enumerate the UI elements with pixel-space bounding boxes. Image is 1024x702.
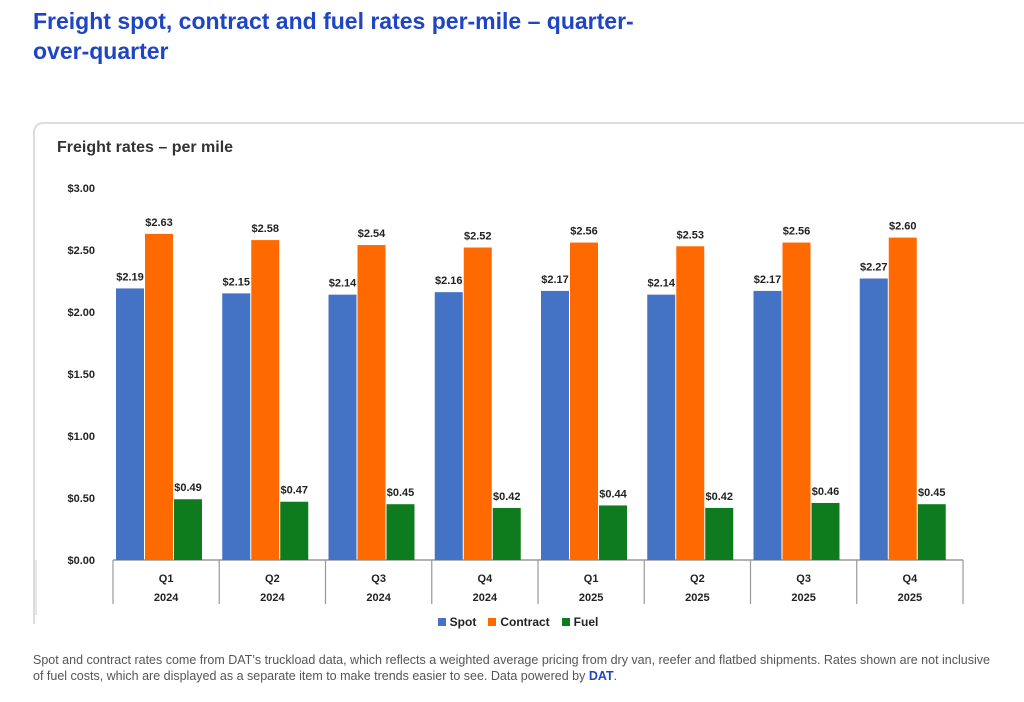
bar-fuel (386, 504, 415, 560)
data-label: $2.60 (889, 221, 917, 233)
bar-contract (463, 247, 492, 560)
data-label: $2.53 (676, 229, 704, 241)
bar-contract (676, 246, 705, 560)
dat-link[interactable]: DAT (588, 669, 614, 683)
x-tick-year: 2024 (260, 592, 285, 604)
y-tick-label: $0.50 (67, 493, 95, 505)
data-label: $2.52 (464, 231, 492, 243)
legend-label: Spot (449, 615, 477, 629)
data-label: $2.17 (541, 274, 569, 286)
y-tick-label: $2.50 (67, 245, 95, 257)
legend-item-spot: Spot (437, 615, 477, 629)
bar-spot (328, 294, 357, 560)
data-label: $2.16 (435, 275, 463, 287)
legend-swatch (488, 618, 497, 626)
data-label: $0.47 (280, 485, 308, 497)
bar-spot (222, 293, 251, 560)
bar-fuel (492, 507, 521, 560)
bar-fuel (705, 507, 734, 560)
x-tick-quarter: Q3 (796, 573, 811, 585)
y-tick-label: $3.00 (67, 183, 95, 195)
y-tick-label: $2.00 (67, 307, 95, 319)
y-tick-label: $0.00 (67, 555, 95, 567)
bar-fuel (280, 501, 309, 560)
x-tick-year: 2025 (685, 592, 709, 604)
data-label: $0.42 (493, 491, 521, 503)
data-label: $2.19 (116, 271, 144, 283)
x-tick-quarter: Q1 (159, 573, 174, 585)
legend-item-fuel: Fuel (561, 615, 599, 629)
bar-spot (753, 290, 782, 560)
x-tick-quarter: Q2 (690, 573, 705, 585)
bar-spot (541, 290, 569, 560)
bar-fuel (174, 499, 202, 560)
x-tick-quarter: Q4 (478, 573, 494, 585)
bar-spot (859, 278, 888, 560)
y-tick-label: $1.00 (67, 431, 95, 443)
data-label: $0.49 (174, 482, 202, 494)
data-label: $2.27 (860, 262, 888, 274)
page-title: Freight spot, contract and fuel rates pe… (33, 8, 634, 64)
bar-contract (145, 233, 173, 560)
bar-contract (782, 242, 811, 560)
legend-swatch (561, 618, 570, 626)
data-label: $2.63 (145, 217, 173, 229)
x-tick-quarter: Q1 (584, 573, 599, 585)
footnote-end: . (613, 669, 618, 683)
x-tick-year: 2024 (154, 592, 179, 604)
bar-fuel (811, 502, 840, 560)
x-tick-year: 2024 (473, 592, 498, 604)
x-tick-quarter: Q4 (903, 573, 919, 585)
x-tick-quarter: Q3 (371, 573, 386, 585)
footnote-text: Spot and contract rates come from DAT’s … (33, 653, 990, 683)
bar-spot (434, 292, 463, 560)
data-label: $2.15 (222, 276, 250, 288)
x-tick-year: 2025 (791, 592, 815, 604)
legend-swatch (437, 618, 446, 626)
x-tick-year: 2025 (898, 592, 922, 604)
bar-contract (357, 245, 386, 561)
x-tick-year: 2025 (579, 592, 603, 604)
bar-contract (570, 242, 598, 560)
x-tick-quarter: Q2 (265, 573, 280, 585)
data-label: $0.45 (918, 487, 946, 499)
legend-label: Fuel (573, 615, 599, 629)
legend: Spot Contract Fuel (0, 615, 1024, 629)
legend-item-contract: Contract (488, 615, 550, 629)
x-tick-year: 2024 (366, 592, 391, 604)
bar-fuel (917, 504, 946, 560)
chart-title: Freight rates – per mile (57, 139, 234, 156)
data-label: $2.14 (329, 278, 357, 290)
data-label: $2.56 (783, 226, 811, 238)
data-label: $0.46 (812, 486, 840, 498)
data-label: $0.42 (705, 491, 733, 503)
y-tick-label: $1.50 (67, 369, 95, 381)
data-label: $2.17 (754, 274, 782, 286)
data-label: $0.45 (387, 487, 415, 499)
bar-spot (116, 288, 144, 560)
chart-card (33, 122, 1024, 624)
bar-contract (888, 237, 917, 560)
data-label: $2.58 (251, 223, 279, 235)
bar-fuel (599, 505, 627, 560)
data-label: $2.54 (358, 228, 386, 240)
bar-spot (647, 294, 676, 560)
footnote: Spot and contract rates come from DAT’s … (33, 652, 993, 684)
data-label: $0.44 (599, 488, 627, 500)
bar-contract (251, 240, 280, 560)
data-label: $2.56 (570, 226, 598, 238)
legend-label: Contract (500, 615, 550, 629)
data-label: $2.14 (647, 278, 675, 290)
